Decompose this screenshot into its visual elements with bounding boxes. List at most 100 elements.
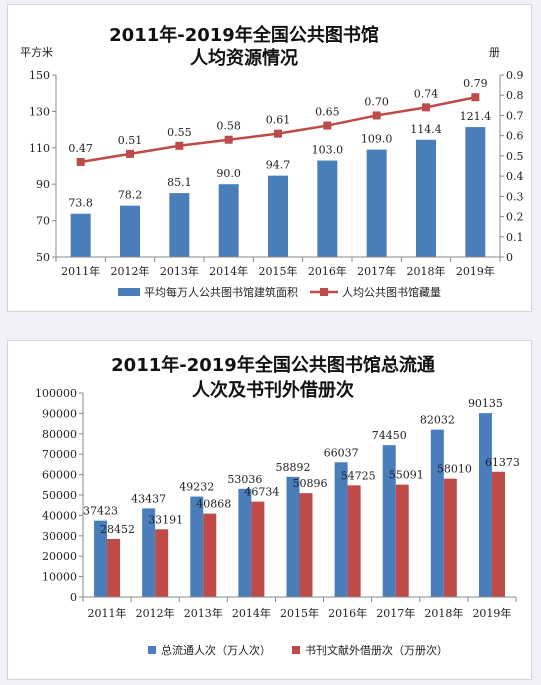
bar-lending	[443, 478, 457, 597]
right-axis-tick-label: 0.7	[506, 109, 524, 122]
line-point-marker	[76, 157, 85, 166]
right-axis-tick-label: 0.5	[506, 150, 524, 163]
x-axis-tick-label: 2013年	[184, 606, 223, 620]
bar-data-label: 90.0	[216, 167, 241, 180]
bar-data-label: 121.4	[460, 110, 492, 123]
bar-floor-area	[70, 213, 91, 257]
bar-lending-label: 28452	[100, 523, 135, 536]
chart-panel-per-capita: 2011年-2019年全国公共图书馆 人均资源情况 平方米 册 73.8 78.2…	[7, 4, 532, 312]
chart-title-line-2: 人次及书刊外借册次	[192, 379, 354, 401]
x-axis-tick-label: 2012年	[136, 606, 175, 620]
line-data-label: 0.65	[315, 106, 340, 119]
left-axis-tick-label: 110	[29, 142, 50, 155]
bar-circulation	[382, 445, 396, 597]
bar-circulation	[478, 413, 492, 597]
x-axis-tick-label: 2017年	[376, 606, 415, 620]
right-axis-tick-label: 0.4	[506, 170, 524, 183]
line-point-marker	[323, 121, 332, 130]
y-axis-tick-label: 10000	[42, 571, 77, 584]
bar-circulation-label: 37423	[83, 505, 118, 518]
legend-label-holdings: 人均公共图书馆藏量	[342, 285, 441, 299]
line-data-label: 0.61	[266, 114, 291, 127]
bar-lending-label: 61373	[485, 456, 520, 469]
bar-circulation-label: 82032	[420, 414, 455, 427]
bar-lending-label: 58010	[437, 463, 472, 476]
line-data-label: 0.74	[414, 87, 439, 100]
line-point-marker	[224, 135, 233, 144]
bar-circulation	[190, 496, 204, 597]
bar-circulation-label: 90135	[468, 397, 503, 410]
line-data-label: 0.55	[167, 126, 192, 139]
bar-circulation-label: 49232	[179, 481, 214, 494]
x-axis-tick-label: 2011年	[61, 264, 100, 278]
circulation-lending-chart: 2011年-2019年全国公共图书馆总流通 人次及书刊外借册次 37423 284…	[35, 354, 520, 657]
bar-floor-area	[366, 149, 387, 257]
line-point-marker	[175, 141, 184, 150]
legend-label-floor-area: 平均每万人公共图书馆建筑面积	[144, 285, 298, 299]
bar-floor-area	[169, 193, 190, 257]
line-point-marker	[422, 103, 430, 112]
bar-floor-area	[317, 160, 338, 257]
line-point-marker	[471, 93, 480, 102]
chart-title-line-2: 人均资源情况	[190, 47, 298, 69]
bar-circulation	[238, 488, 252, 597]
right-axis-unit: 册	[489, 46, 500, 59]
right-axis-tick-label: 0.3	[506, 190, 524, 203]
x-axis-tick-label: 2018年	[424, 606, 463, 620]
x-axis-tick-label: 2014年	[209, 264, 248, 278]
legend-label-lending: 书刊文献外借册次（万册次）	[305, 643, 448, 657]
chart-panel-circulation: 2011年-2019年全国公共图书馆总流通 人次及书刊外借册次 37423 284…	[7, 340, 532, 680]
per-capita-resources-chart: 2011年-2019年全国公共图书馆 人均资源情况 平方米 册 73.8 78.2…	[20, 24, 524, 299]
bar-lending	[155, 529, 169, 597]
legend-swatch-circulation	[148, 646, 156, 654]
line-point-marker	[126, 149, 134, 158]
bar-floor-area	[218, 184, 239, 257]
bar-data-label: 103.0	[312, 144, 344, 157]
bar-circulation	[286, 476, 300, 597]
line-data-label: 0.70	[364, 95, 389, 108]
y-axis-tick-label: 20000	[42, 550, 77, 563]
bar-data-label: 78.2	[118, 189, 143, 202]
bar-circulation	[430, 429, 444, 597]
line-point-marker	[274, 129, 282, 138]
bar-lending	[299, 493, 313, 597]
legend-swatch-floor-area	[118, 288, 140, 296]
chart-title-line-1: 2011年-2019年全国公共图书馆总流通	[111, 354, 435, 376]
bar-lending	[251, 501, 265, 597]
bar-data-label: 109.0	[361, 133, 393, 146]
legend-label-circulation: 总流通人次（万人次）	[161, 643, 271, 657]
x-axis-tick-label: 2013年	[160, 264, 199, 278]
y-axis-tick-label: 30000	[42, 530, 77, 543]
bar-data-label: 73.8	[68, 197, 93, 210]
bar-lending	[395, 484, 409, 597]
bar-floor-area	[416, 139, 436, 257]
y-axis-tick-label: 50000	[42, 489, 77, 502]
x-axis-tick-label: 2019年	[472, 606, 511, 620]
bar-lending-label: 40868	[196, 498, 231, 511]
line-data-label: 0.47	[68, 142, 93, 155]
right-axis-tick-label: 0.1	[506, 231, 524, 244]
bar-circulation-label: 58892	[276, 461, 311, 474]
bar-lending-label: 54725	[341, 469, 376, 482]
bar-data-label: 85.1	[167, 176, 192, 189]
bar-circulation-label: 53036	[227, 473, 262, 486]
x-axis-tick-label: 2016年	[328, 606, 367, 620]
right-axis-tick-label: 0.8	[506, 89, 524, 102]
left-axis-tick-label: 50	[36, 251, 50, 264]
left-axis-tick-label: 70	[36, 215, 50, 228]
y-axis-tick-label: 80000	[42, 428, 77, 441]
bar-circulation	[142, 508, 156, 597]
bar-lending	[347, 485, 361, 597]
y-axis-tick-label: 100000	[35, 387, 77, 400]
bar-lending	[107, 538, 121, 597]
bar-lending	[491, 471, 505, 597]
bar-lending-label: 33191	[148, 513, 183, 526]
right-axis-tick-label: 0.9	[506, 69, 524, 82]
bar-lending-label: 50896	[293, 477, 328, 490]
x-axis-tick-label: 2017年	[357, 264, 396, 278]
left-axis-tick-label: 150	[29, 69, 50, 82]
x-axis-tick-label: 2014年	[232, 606, 271, 620]
right-axis-tick-label: 0	[506, 251, 513, 264]
left-axis-tick-label: 130	[29, 105, 50, 118]
bar-circulation-label: 74450	[372, 429, 407, 442]
